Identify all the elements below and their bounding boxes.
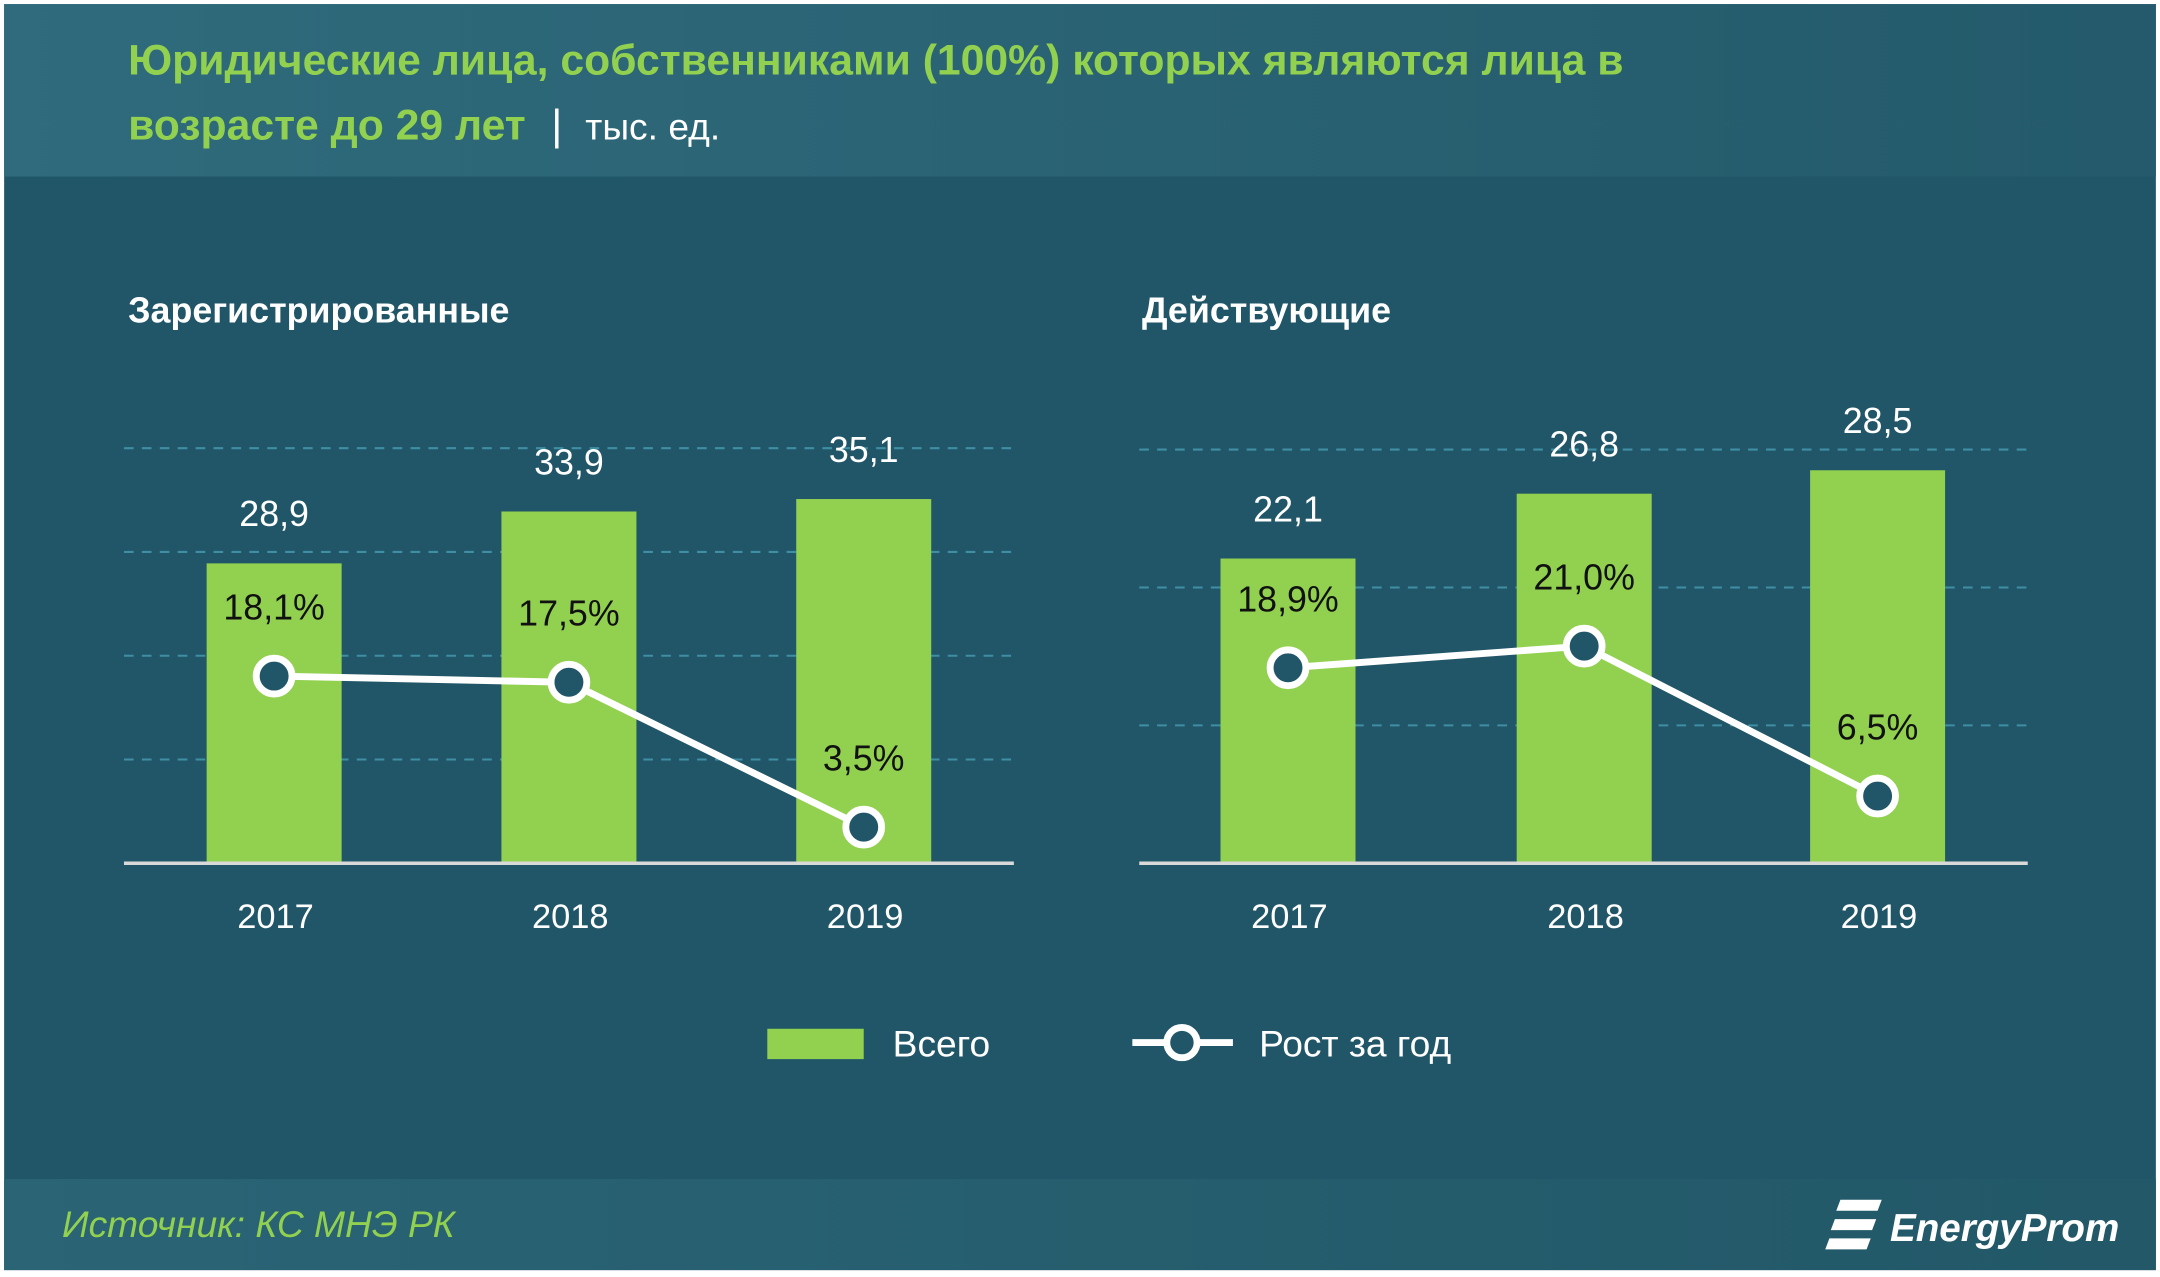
chart-2-growth-label: 6,5% xyxy=(1837,707,1919,747)
chart-1-growth-label: 3,5% xyxy=(823,739,905,779)
chart-1-bar-label: 28,9 xyxy=(239,494,309,534)
chart-2-bar-2018 xyxy=(1516,493,1652,864)
chart-1-bar-label: 33,9 xyxy=(534,442,604,482)
title-separator: | xyxy=(551,101,562,149)
title-line-1: Юридические лица, собственниками (100%) … xyxy=(128,36,1623,84)
chart-1-growth-point xyxy=(547,660,591,704)
chart-2-growth-point xyxy=(1562,624,1606,668)
chart-1-growth-label: 17,5% xyxy=(518,594,620,634)
header-band xyxy=(4,4,2156,177)
chart-2-growth-point xyxy=(1856,774,1899,818)
legend-bar-swatch xyxy=(767,1028,864,1060)
chart-1-growth-point xyxy=(842,805,886,849)
background xyxy=(4,4,2156,1271)
chart-1-bar-2017 xyxy=(206,563,342,864)
legend-line-label: Рост за год xyxy=(1259,1022,1451,1064)
chart-1-x-tick: 2017 xyxy=(237,898,314,936)
logo-text: EnergyProm xyxy=(1890,1207,2119,1250)
chart-1-growth-label: 18,1% xyxy=(223,588,325,628)
chart-1-growth-point xyxy=(252,654,296,698)
chart-1-x-tick: 2019 xyxy=(827,898,904,936)
energyprom-logo: EnergyProm xyxy=(1825,1199,2119,1250)
chart-2-title: Действующие xyxy=(1142,291,1391,331)
chart-2-x-tick: 2017 xyxy=(1251,898,1328,936)
source-note: Источник: КС МНЭ РК xyxy=(62,1203,457,1245)
chart-1-x-tick: 2018 xyxy=(532,898,609,936)
logo-icon xyxy=(1825,1199,1882,1250)
footer-band xyxy=(4,1179,2156,1271)
chart-2-bar-label: 26,8 xyxy=(1549,424,1619,464)
chart-2-bar-label: 28,5 xyxy=(1843,401,1913,441)
title-line-2-group: возрасте до 29 лет | тыс. ед. xyxy=(128,101,720,149)
chart-2-x-tick: 2019 xyxy=(1841,898,1918,936)
legend-bar-label: Всего xyxy=(893,1022,991,1064)
legend-line-marker xyxy=(1163,1023,1201,1062)
charts: 28,9 2017 33,9 2018 35,1 2019 18,1% 17,5% 3,5% 22… xyxy=(123,401,2028,936)
chart-2-growth-point xyxy=(1266,646,1310,690)
chart-2-growth-label: 18,9% xyxy=(1237,579,1339,619)
chart-1-title: Зарегистрированные xyxy=(128,291,509,331)
chart-2-bar-2017 xyxy=(1220,558,1356,864)
title-line-2: возрасте до 29 лет xyxy=(128,101,526,149)
chart-2-growth-label: 21,0% xyxy=(1533,558,1635,598)
title-unit: тыс. ед. xyxy=(585,105,720,147)
chart-2-x-tick: 2018 xyxy=(1547,898,1624,936)
legend: Всего Рост за год xyxy=(767,1022,1452,1064)
chart-2-bar-label: 22,1 xyxy=(1253,489,1323,529)
chart-1-bar-label: 35,1 xyxy=(829,430,899,470)
